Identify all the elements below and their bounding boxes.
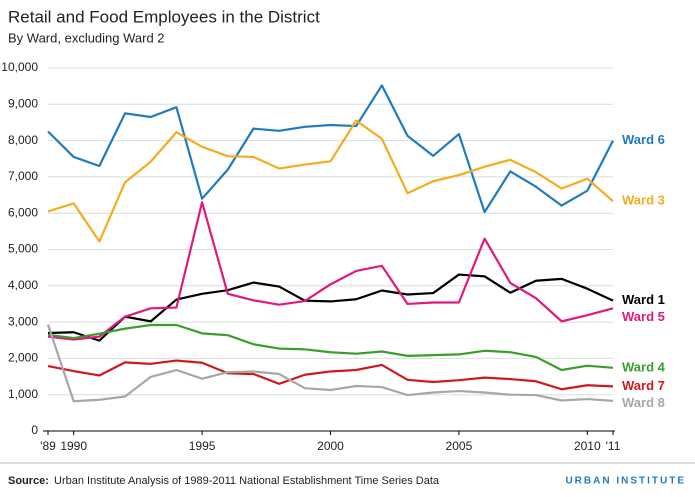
y-tick-label: 3,000	[8, 314, 38, 328]
legend-label: Ward 5	[622, 309, 665, 324]
legend-label: Ward 3	[622, 193, 665, 208]
x-tick-label: '89	[40, 439, 56, 453]
y-tick-label: 10,000	[1, 60, 38, 74]
source-text: Urban Institute Analysis of 1989-2011 Na…	[54, 475, 440, 487]
logo: URBAN INSTITUTE	[565, 476, 686, 487]
y-tick-label: 7,000	[8, 169, 38, 183]
y-tick-label: 2,000	[8, 351, 38, 365]
y-tick-label: 9,000	[8, 96, 38, 110]
x-tick-label: 2010	[574, 439, 601, 453]
x-tick-label: 1995	[189, 439, 216, 453]
legend-label: Ward 7	[622, 378, 665, 393]
x-tick-label: '11	[606, 439, 621, 453]
x-tick-label: 1990	[60, 439, 87, 453]
chart-subtitle: By Ward, excluding Ward 2	[8, 30, 165, 45]
legend-label: Ward 1	[622, 292, 665, 307]
source-label: Source:	[8, 475, 49, 487]
series-line	[47, 323, 614, 372]
legend-label: Ward 6	[622, 132, 665, 147]
legend-label: Ward 4	[622, 359, 666, 374]
legend-label: Ward 8	[622, 395, 665, 410]
series-line	[47, 84, 614, 214]
x-tick-label: 2005	[446, 439, 473, 453]
y-tick-label: 0	[31, 423, 38, 437]
y-tick-label: 8,000	[8, 133, 38, 147]
y-tick-label: 5,000	[8, 242, 38, 256]
series-line	[47, 119, 614, 243]
y-tick-label: 1,000	[8, 387, 38, 401]
x-tick-label: 2000	[317, 439, 344, 453]
series-line	[47, 201, 614, 341]
series-line	[47, 359, 614, 391]
y-tick-label: 6,000	[8, 205, 38, 219]
series-line	[46, 324, 614, 403]
y-tick-label: 4,000	[8, 278, 38, 292]
chart-title: Retail and Food Employees in the Distric…	[8, 7, 320, 26]
